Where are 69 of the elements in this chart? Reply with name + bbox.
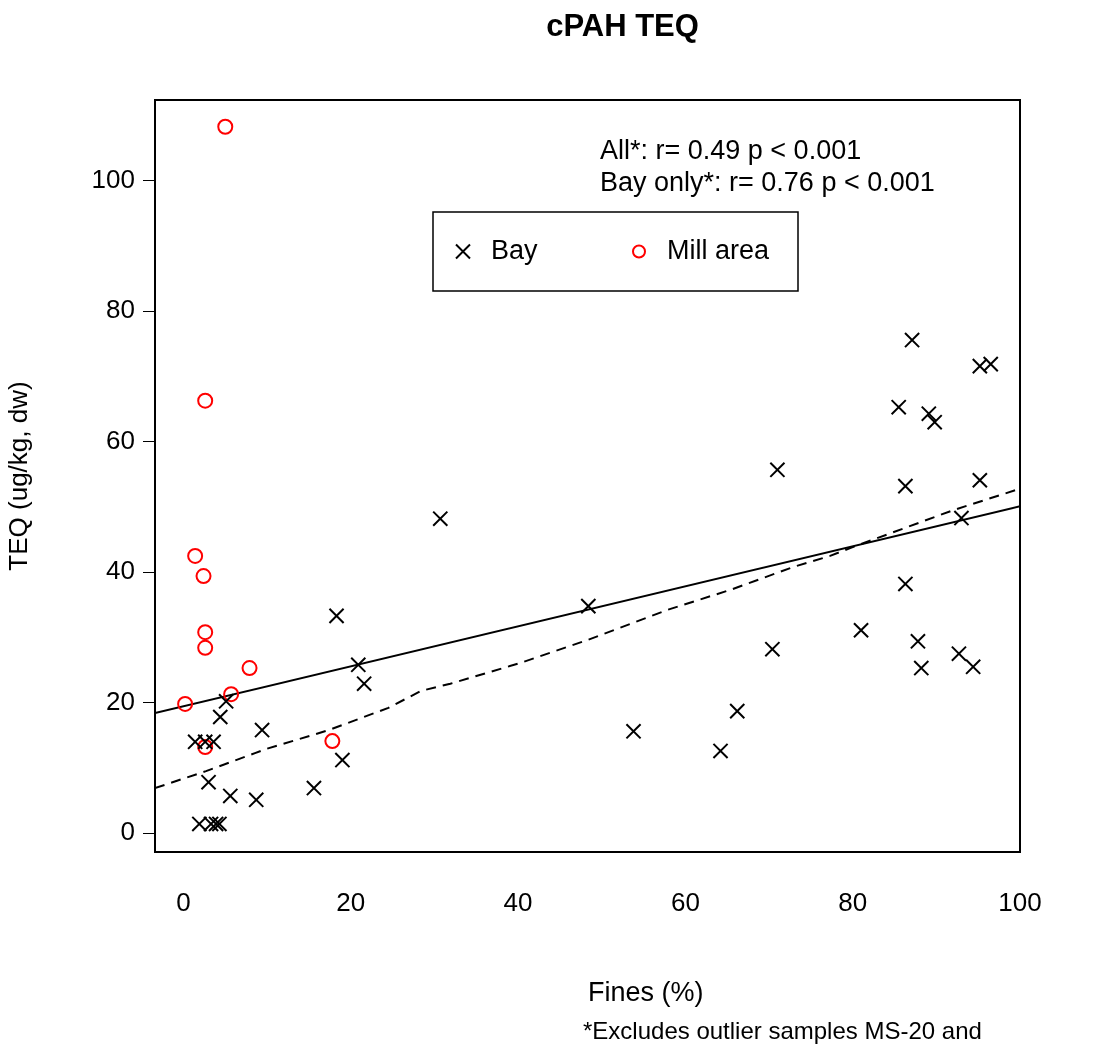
chart-title: cPAH TEQ: [546, 7, 699, 43]
point: [177, 695, 194, 712]
y-tick-label: 100: [91, 164, 135, 195]
x-tick-label: 60: [670, 886, 700, 917]
point: [913, 660, 930, 677]
annotation: All*: r= 0.49 p < 0.001: [600, 135, 862, 166]
point: [350, 656, 367, 673]
point: [218, 693, 235, 710]
point: [248, 791, 265, 808]
point: [764, 641, 781, 658]
point: [205, 733, 222, 750]
y-tick-label: 60: [106, 424, 135, 455]
point: [729, 703, 746, 720]
point: [191, 815, 208, 833]
point: [217, 118, 234, 135]
y-tick-label: 40: [106, 555, 135, 586]
point: [982, 356, 999, 373]
point: [580, 598, 597, 615]
point: [769, 461, 786, 478]
y-axis-title: TEQ (ug/kg, dw): [2, 381, 33, 571]
point: [305, 780, 323, 797]
x-tick-label: 100: [998, 886, 1042, 917]
y-tick-label: 20: [106, 685, 135, 716]
point: [187, 547, 204, 564]
point: [356, 675, 373, 692]
x-tick-label: 0: [176, 886, 191, 917]
legend-label: Bay: [491, 234, 539, 265]
point: [187, 733, 204, 750]
x-tick-label: 40: [503, 886, 533, 917]
point: [971, 358, 988, 375]
point: [202, 815, 220, 833]
point: [328, 607, 345, 624]
point: [197, 733, 214, 750]
point: [897, 575, 914, 593]
point: [197, 639, 214, 656]
point: [965, 658, 982, 675]
point: [200, 774, 217, 791]
point: [197, 624, 214, 641]
point: [950, 645, 967, 662]
x-tick-label: 20: [336, 886, 366, 917]
point: [712, 742, 729, 759]
point: [897, 478, 914, 495]
legend-label: Mill area: [667, 234, 771, 265]
point: [909, 633, 927, 650]
x-tick-label: 80: [838, 886, 868, 917]
point: [904, 331, 921, 349]
point: [971, 472, 988, 489]
point: [953, 510, 970, 527]
point: [324, 733, 341, 750]
point: [223, 686, 240, 703]
point: [625, 723, 642, 740]
point: [890, 399, 907, 416]
point: [920, 405, 937, 422]
annotation: Bay only*: r= 0.76 p < 0.001: [600, 167, 935, 198]
y-tick-label: 0: [120, 816, 135, 847]
point: [926, 414, 943, 431]
point: [852, 622, 870, 639]
point: [197, 738, 214, 755]
point: [254, 721, 271, 739]
point: [241, 660, 258, 677]
point: [197, 392, 214, 409]
y-tick-label: 80: [106, 294, 135, 325]
point: [222, 787, 239, 804]
text: *Excludes outlier samples MS-20 and: [583, 1016, 982, 1044]
point: [334, 751, 351, 769]
point: [432, 510, 449, 527]
point: [212, 708, 229, 726]
point: [195, 568, 212, 585]
x-axis-title: Fines (%): [588, 977, 704, 1008]
